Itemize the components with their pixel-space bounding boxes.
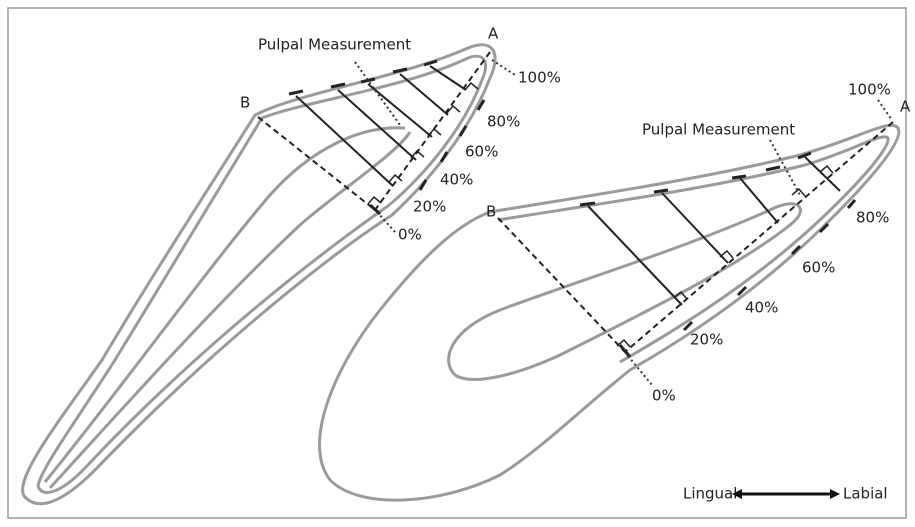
percent-label: 40% xyxy=(745,299,778,317)
point-a: A xyxy=(900,98,911,116)
percent-label: 0% xyxy=(652,387,676,405)
label: Pulpal Measurement xyxy=(258,36,411,54)
percent-label: 20% xyxy=(690,331,723,349)
percent-label: 100% xyxy=(518,69,561,87)
percent-label: 20% xyxy=(413,198,446,216)
percent-label: 60% xyxy=(465,143,498,161)
percent-label: 0% xyxy=(398,226,422,244)
left-tooth xyxy=(21,43,516,506)
legend-arrow xyxy=(732,489,840,499)
legend-left: Lingual xyxy=(683,485,737,503)
right-tooth xyxy=(318,99,901,502)
point-b: B xyxy=(486,203,496,221)
point-a: A xyxy=(488,25,499,43)
percent-label: 80% xyxy=(856,209,889,227)
percent-label: 40% xyxy=(440,171,473,189)
percent-label: 100% xyxy=(848,81,891,99)
legend-right: Labial xyxy=(843,485,888,503)
percent-label: 80% xyxy=(487,113,520,131)
label: Pulpal Measurement xyxy=(642,121,795,139)
point-b: B xyxy=(240,94,250,112)
frame xyxy=(7,7,907,519)
percent-label: 60% xyxy=(802,259,835,277)
